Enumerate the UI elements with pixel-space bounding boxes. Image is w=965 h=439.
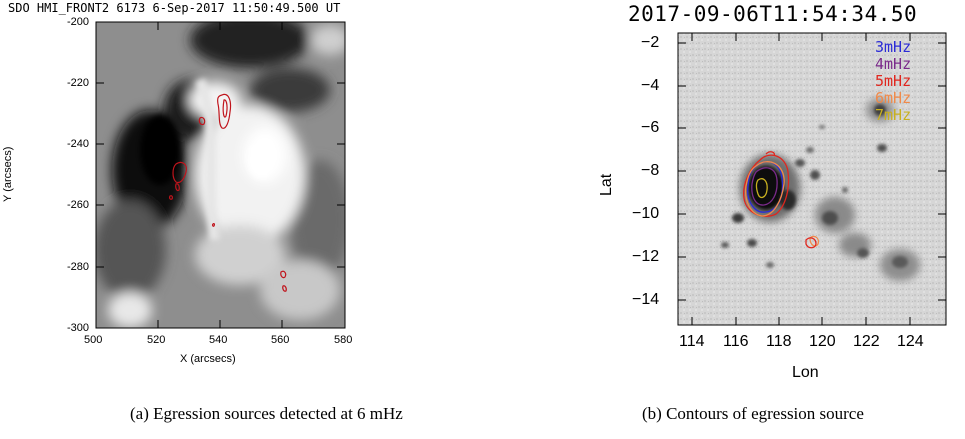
x-axis-title: Lon (792, 364, 819, 381)
y-tick-label: -240 (67, 138, 90, 150)
y-tick-label: −8 (641, 162, 660, 179)
y-tick-label: −2 (641, 34, 660, 51)
magnetogram-plot (95, 21, 346, 329)
contour-4mhz (751, 167, 778, 206)
legend-3mhz: 3mHz (875, 38, 912, 56)
egression-contours-6mhz (169, 93, 287, 292)
x-axis-title: X (arcsecs) (180, 353, 236, 365)
x-tick-label: 114 (679, 333, 705, 350)
figure-panel-a: SDO HMI_FRONT2 6173 6-Sep-2017 11:50:49.… (0, 0, 470, 439)
y-tick-label: -280 (67, 261, 90, 273)
y-axis-title: Y (arcsecs) (2, 146, 14, 202)
panel-b-title: 2017-09-06T11:54:34.50 (628, 2, 918, 26)
legend-7mhz: 7mHz (875, 106, 912, 124)
contour-small (805, 237, 817, 249)
y-tick-label: −14 (632, 291, 660, 308)
panel-a-ticks (95, 21, 346, 329)
x-tick-label: 120 (809, 333, 836, 350)
x-tick-label: 500 (84, 334, 103, 346)
x-tick-label: 520 (147, 334, 166, 346)
legend-4mhz: 4mHz (875, 55, 912, 73)
magnetogram-image (96, 22, 345, 328)
y-tick-label: −4 (641, 77, 660, 94)
y-tick-label: -220 (67, 77, 90, 89)
panel-b-ticks (678, 33, 946, 325)
panel-a-title: SDO HMI_FRONT2 6173 6-Sep-2017 11:50:49.… (8, 1, 341, 15)
contour-5mhz (743, 151, 790, 217)
legend-6mhz: 6mHz (875, 89, 912, 107)
caption-a: (a) Egression sources detected at 6 mHz (130, 404, 403, 423)
x-tick-label: 580 (334, 334, 353, 346)
continuum-image (678, 33, 946, 325)
egression-contours (743, 151, 820, 249)
y-tick-label: −6 (641, 119, 660, 136)
x-tick-label: 560 (271, 334, 290, 346)
y-tick-label: -200 (67, 16, 90, 28)
x-tick-label: 118 (766, 333, 792, 350)
y-tick-label: -260 (67, 199, 90, 211)
caption-b: (b) Contours of egression source (642, 404, 864, 423)
x-tick-label: 122 (853, 333, 880, 350)
y-tick-label: −12 (632, 248, 660, 265)
contour-6mhz (744, 161, 820, 247)
x-tick-label: 116 (723, 333, 749, 350)
x-tick-label: 540 (209, 334, 228, 346)
x-tick-label: 124 (897, 333, 924, 350)
legend-5mhz: 5mHz (875, 72, 912, 90)
y-tick-label: −10 (632, 205, 660, 222)
continuum-plot (677, 32, 947, 326)
figure-panel-b: 2017-09-06T11:54:34.50 (470, 0, 965, 439)
y-tick-label: -300 (67, 322, 90, 334)
y-axis-title: Lat (598, 173, 615, 196)
contour-7mhz (755, 178, 768, 199)
contour-3mhz (747, 161, 784, 213)
